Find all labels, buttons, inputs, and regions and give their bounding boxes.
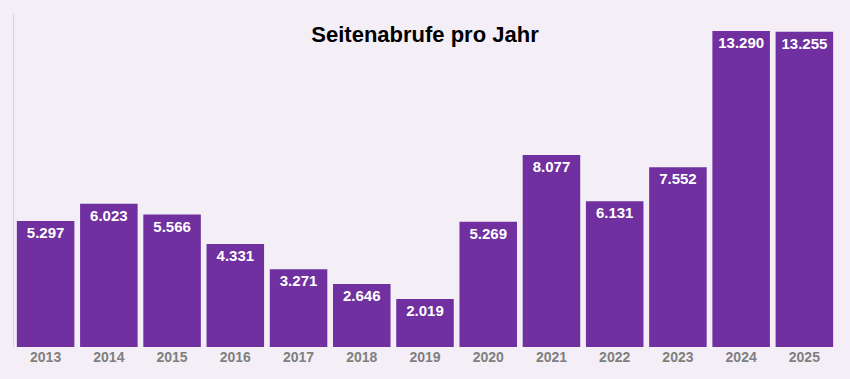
svg-text:5.566: 5.566 <box>153 218 191 235</box>
svg-text:5.269: 5.269 <box>469 225 507 242</box>
svg-text:2022: 2022 <box>599 349 630 365</box>
svg-text:2025: 2025 <box>789 349 820 365</box>
svg-text:5.297: 5.297 <box>27 224 65 241</box>
svg-text:2014: 2014 <box>93 349 124 365</box>
svg-text:6.023: 6.023 <box>90 207 128 224</box>
svg-text:2023: 2023 <box>662 349 693 365</box>
svg-text:2017: 2017 <box>283 349 314 365</box>
svg-text:4.331: 4.331 <box>217 247 255 264</box>
svg-text:2.646: 2.646 <box>343 287 381 304</box>
svg-text:2018: 2018 <box>346 349 377 365</box>
svg-text:2013: 2013 <box>30 349 61 365</box>
svg-text:13.290: 13.290 <box>718 34 764 51</box>
svg-text:2024: 2024 <box>726 349 757 365</box>
svg-text:2.019: 2.019 <box>406 302 444 319</box>
svg-text:3.271: 3.271 <box>280 272 318 289</box>
svg-text:13.255: 13.255 <box>781 35 827 52</box>
svg-text:2020: 2020 <box>473 349 504 365</box>
svg-text:Seitenabrufe pro Jahr: Seitenabrufe pro Jahr <box>311 22 539 47</box>
svg-text:2015: 2015 <box>157 349 188 365</box>
svg-text:7.552: 7.552 <box>659 170 697 187</box>
svg-text:8.077: 8.077 <box>533 158 571 175</box>
svg-text:2016: 2016 <box>220 349 251 365</box>
svg-text:6.131: 6.131 <box>596 204 634 221</box>
svg-text:2021: 2021 <box>536 349 567 365</box>
svg-text:2019: 2019 <box>409 349 440 365</box>
